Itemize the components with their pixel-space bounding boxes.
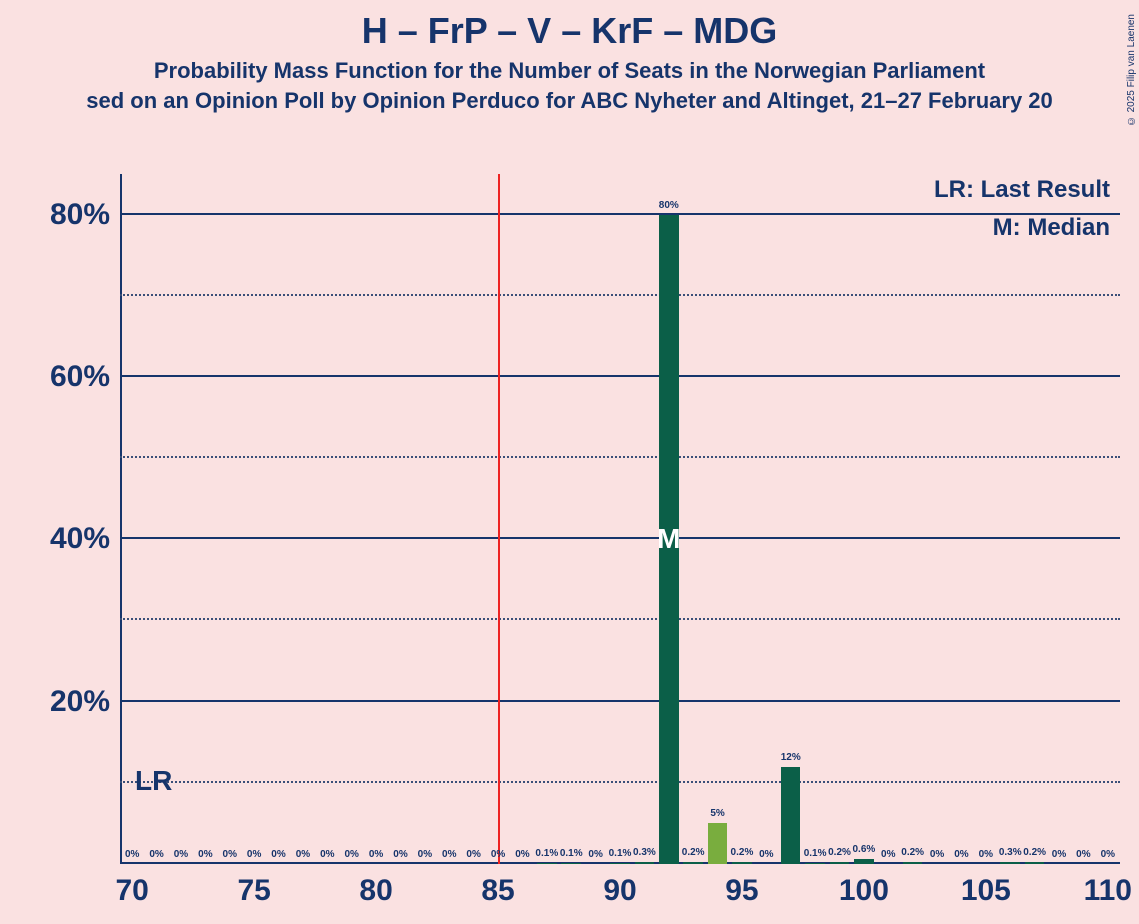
y-gridline-major [120, 700, 1120, 702]
bar-value-label: 5% [710, 808, 724, 819]
x-tick-label: 110 [1084, 864, 1132, 908]
x-tick-label: 105 [961, 864, 1011, 908]
bar-value-label: 0.1% [609, 848, 632, 859]
bar-value-label: 0% [344, 849, 358, 860]
bar-value-label: 0% [174, 849, 188, 860]
bar [537, 863, 557, 864]
bar-value-label: 0% [759, 849, 773, 860]
x-tick-label: 85 [481, 864, 514, 908]
x-tick-label: 80 [359, 864, 392, 908]
x-tick-label: 95 [725, 864, 758, 908]
bar-value-label: 0.2% [828, 847, 851, 858]
bar-value-label: 0% [491, 849, 505, 860]
bar-value-label: 0% [466, 849, 480, 860]
y-gridline-major [120, 537, 1120, 539]
bar-value-label: 0.1% [535, 848, 558, 859]
bar-value-label: 0% [149, 849, 163, 860]
bar-value-label: 0% [954, 849, 968, 860]
bar-value-label: 0% [369, 849, 383, 860]
y-gridline-minor [120, 294, 1120, 296]
bar-value-label: 0% [247, 849, 261, 860]
bar-value-label: 0% [881, 849, 895, 860]
bar-value-label: 0% [442, 849, 456, 860]
bar-value-label: 0% [320, 849, 334, 860]
chart-title: H – FrP – V – KrF – MDG [0, 10, 1139, 52]
bar-value-label: 0% [515, 849, 529, 860]
y-gridline-major [120, 375, 1120, 377]
bar-value-label: 0% [296, 849, 310, 860]
lr-label: LR [135, 765, 172, 797]
bar-value-label: 0% [418, 849, 432, 860]
bar-value-label: 0% [588, 849, 602, 860]
y-gridline-minor [120, 456, 1120, 458]
bar-value-label: 0% [1101, 849, 1115, 860]
y-gridline-minor [120, 781, 1120, 783]
bar-value-label: 0.3% [999, 847, 1022, 858]
bar [781, 767, 801, 864]
y-tick-label: 40% [50, 522, 120, 556]
bar-value-label: 0% [930, 849, 944, 860]
bar-value-label: 0% [198, 849, 212, 860]
x-tick-label: 70 [116, 864, 149, 908]
y-gridline-minor [120, 618, 1120, 620]
lr-line [498, 174, 500, 864]
x-tick-label: 75 [237, 864, 270, 908]
bar-value-label: 0% [271, 849, 285, 860]
x-tick-label: 90 [603, 864, 636, 908]
bar [561, 863, 581, 864]
y-tick-label: 60% [50, 360, 120, 394]
bar [635, 862, 655, 864]
bar-value-label: 0% [223, 849, 237, 860]
chart-subtitle: Probability Mass Function for the Number… [0, 58, 1139, 84]
bar-value-label: 0.1% [560, 848, 583, 859]
y-axis [120, 174, 122, 864]
y-tick-label: 20% [50, 685, 120, 719]
bar-value-label: 12% [781, 752, 801, 763]
y-gridline-major [120, 213, 1120, 215]
bar-value-label: 0% [1052, 849, 1066, 860]
bar-value-label: 0.6% [852, 844, 875, 855]
bar-value-label: 0.2% [682, 847, 705, 858]
bar-value-label: 0.2% [731, 847, 754, 858]
chart-subsubtitle: sed on an Opinion Poll by Opinion Perduc… [0, 88, 1139, 114]
copyright-text: © 2025 Filip van Laenen [1126, 14, 1137, 126]
bar-value-label: 0.2% [1023, 847, 1046, 858]
bar [903, 862, 923, 864]
x-tick-label: 100 [839, 864, 889, 908]
bar-value-label: 0.3% [633, 847, 656, 858]
bar-value-label: 0.1% [804, 848, 827, 859]
plot-area: 20%40%60%80%0%0%0%0%0%0%0%0%0%0%0%0%0%0%… [120, 174, 1120, 864]
bar [683, 862, 703, 864]
bar [1025, 862, 1045, 864]
bar [708, 823, 728, 864]
legend-median: M: Median [993, 214, 1110, 242]
bar [805, 863, 825, 864]
legend-lr: LR: Last Result [934, 176, 1110, 204]
bar-value-label: 0% [393, 849, 407, 860]
bar-value-label: 80% [659, 200, 679, 211]
bar [659, 215, 679, 864]
bar-value-label: 0.2% [901, 847, 924, 858]
bar-value-label: 0% [979, 849, 993, 860]
bar-value-label: 0% [125, 849, 139, 860]
y-tick-label: 80% [50, 198, 120, 232]
bar-value-label: 0% [1076, 849, 1090, 860]
